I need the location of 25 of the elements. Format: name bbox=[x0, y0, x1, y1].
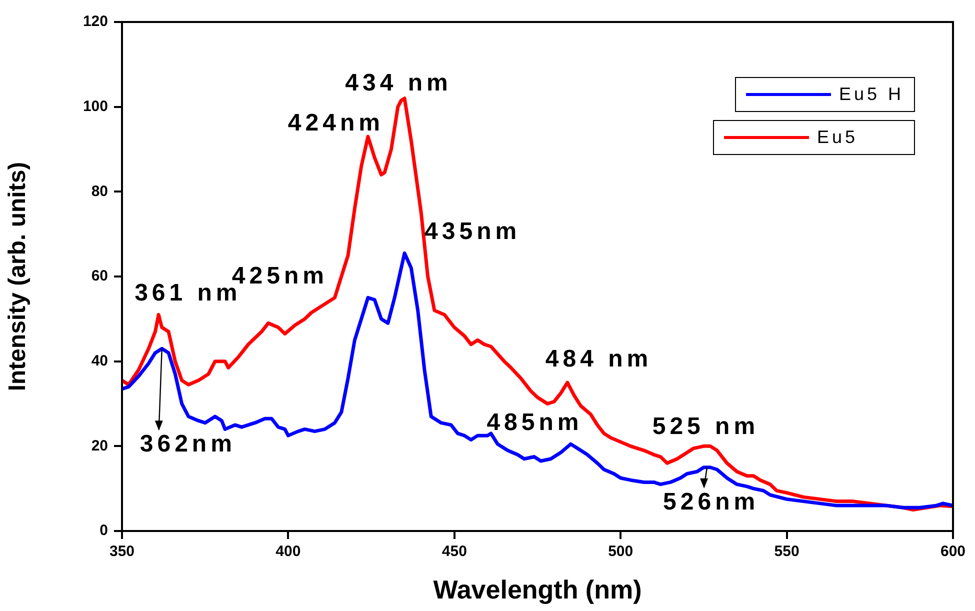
y-tick-label: 40 bbox=[91, 352, 108, 370]
x-axis-title: Wavelength (nm) bbox=[433, 574, 642, 605]
y-tick-label: 80 bbox=[91, 182, 108, 200]
x-tick-label: 600 bbox=[940, 543, 966, 560]
y-tick-label: 20 bbox=[91, 437, 108, 454]
y-tick-label: 60 bbox=[91, 268, 108, 285]
annotation: 362nm bbox=[140, 430, 236, 458]
legend-label: Eu5 H bbox=[838, 84, 904, 105]
y-tick-label: 120 bbox=[82, 13, 108, 30]
annotation: 525 nm bbox=[652, 413, 760, 440]
legend-label: Eu5 bbox=[816, 127, 858, 148]
x-tick-label: 550 bbox=[774, 543, 800, 560]
annotation: 424nm bbox=[288, 110, 384, 137]
annotation: 484 nm bbox=[545, 346, 652, 373]
x-tick-label: 500 bbox=[608, 543, 634, 560]
annotation: 434 nm bbox=[345, 69, 452, 96]
x-tick-label: 350 bbox=[109, 543, 135, 560]
annotation: 435nm bbox=[424, 218, 521, 246]
y-axis-title: Intensity (arb. units) bbox=[4, 162, 32, 392]
y-tick-label: 100 bbox=[82, 98, 108, 115]
x-tick-label: 400 bbox=[276, 543, 301, 560]
annotation: 526nm bbox=[663, 488, 760, 516]
annotation: 485nm bbox=[486, 409, 583, 436]
x-tick-label: 450 bbox=[442, 543, 467, 560]
y-tick-label: 0 bbox=[100, 522, 108, 540]
